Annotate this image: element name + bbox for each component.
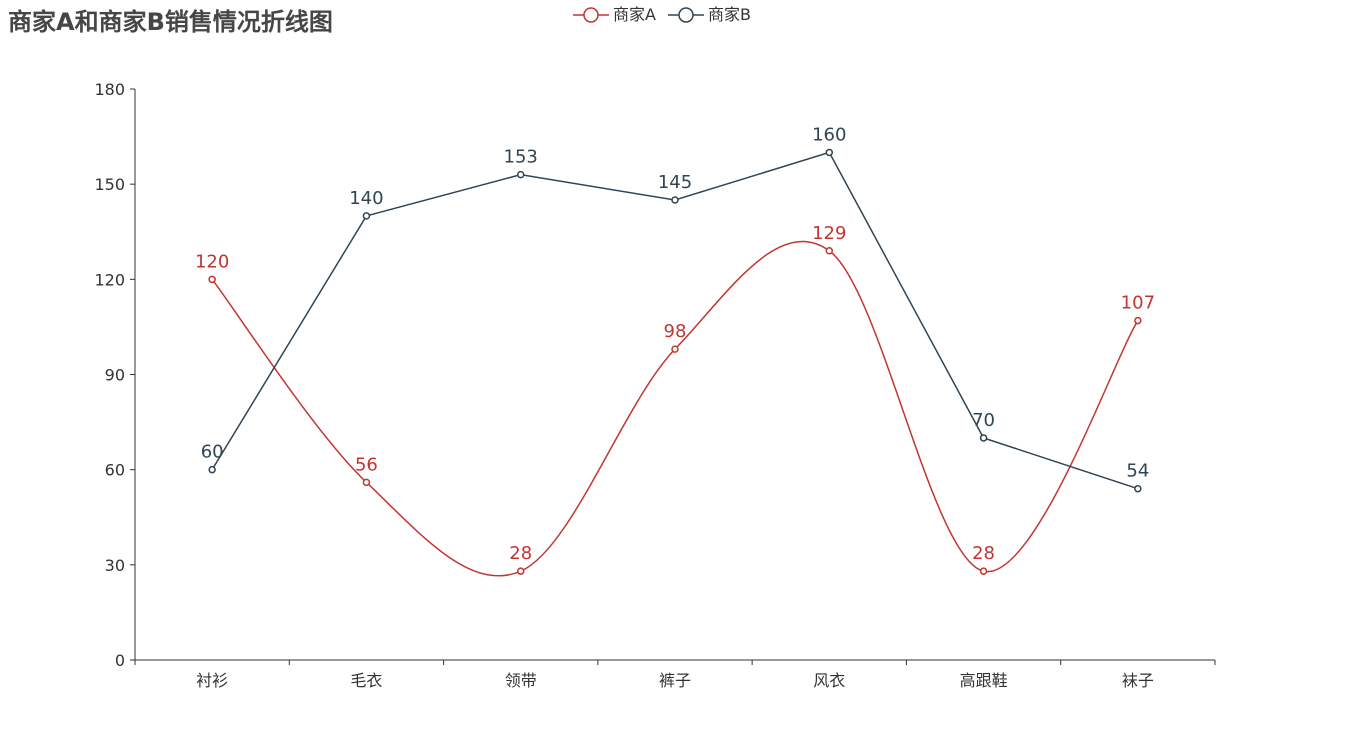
data-point-series-b[interactable] bbox=[208, 465, 216, 474]
data-point-series-b[interactable] bbox=[1134, 484, 1142, 493]
data-label-series-b: 153 bbox=[504, 147, 538, 168]
data-point-series-b[interactable] bbox=[979, 434, 988, 442]
data-point-series-a[interactable] bbox=[825, 247, 834, 255]
legend-item-series-a[interactable]: 商家A bbox=[573, 4, 656, 26]
data-label-series-a: 98 bbox=[664, 321, 687, 342]
data-label-series-b: 70 bbox=[972, 410, 995, 431]
data-point-series-b[interactable] bbox=[362, 212, 371, 220]
data-point-series-a[interactable] bbox=[979, 567, 988, 575]
data-point-series-b[interactable] bbox=[671, 196, 679, 204]
legend-marker-series-b-icon bbox=[667, 7, 704, 23]
data-label-series-a: 107 bbox=[1121, 293, 1155, 314]
data-label-series-a: 56 bbox=[355, 454, 378, 475]
data-label-series-b: 160 bbox=[812, 124, 846, 145]
data-point-series-a[interactable] bbox=[671, 345, 679, 353]
legend-marker-series-a-icon bbox=[573, 7, 609, 23]
x-axis-tick-label: 高跟鞋 bbox=[960, 671, 1008, 690]
x-axis-tick-label: 袜子 bbox=[1122, 671, 1154, 690]
y-axis-tick-label: 180 bbox=[94, 80, 125, 99]
y-axis-tick-label: 120 bbox=[94, 270, 125, 289]
x-axis-tick-label: 裤子 bbox=[659, 671, 691, 690]
data-label-series-b: 54 bbox=[1126, 461, 1149, 482]
series-line-a bbox=[211, 240, 1139, 577]
legend-item-series-b[interactable]: 商家B bbox=[667, 4, 751, 26]
data-point-series-a[interactable] bbox=[1134, 316, 1142, 325]
x-axis-tick-label: 领带 bbox=[505, 671, 537, 690]
y-axis-tick-label: 30 bbox=[105, 556, 125, 575]
data-label-series-a: 28 bbox=[972, 543, 995, 564]
y-axis-tick-label: 90 bbox=[105, 366, 125, 385]
data-point-series-a[interactable] bbox=[208, 275, 216, 284]
legend-label-series-b: 商家B bbox=[707, 5, 751, 24]
y-axis-tick-label: 150 bbox=[94, 175, 125, 194]
data-point-series-b[interactable] bbox=[825, 148, 834, 157]
y-axis-tick-label: 60 bbox=[105, 461, 125, 480]
legend-label-series-a: 商家A bbox=[613, 5, 656, 24]
data-label-series-a: 120 bbox=[195, 251, 229, 272]
data-point-series-a[interactable] bbox=[516, 567, 525, 575]
data-point-series-b[interactable] bbox=[516, 170, 525, 179]
data-label-series-b: 140 bbox=[349, 188, 383, 209]
data-label-series-a: 28 bbox=[509, 543, 532, 564]
data-label-series-a: 129 bbox=[812, 223, 846, 244]
data-label-series-b: 145 bbox=[658, 172, 692, 193]
data-label-series-b: 60 bbox=[201, 442, 224, 463]
x-axis-tick-label: 毛衣 bbox=[350, 671, 382, 690]
data-point-series-a[interactable] bbox=[362, 478, 371, 487]
chart-title: 商家A和商家B销售情况折线图 bbox=[8, 8, 333, 36]
chart-legend: 商家A 商家B bbox=[573, 4, 763, 26]
x-axis-tick-label: 风衣 bbox=[813, 671, 845, 690]
y-axis-tick-label: 0 bbox=[115, 651, 125, 670]
x-axis-tick-label: 衬衫 bbox=[196, 671, 228, 690]
